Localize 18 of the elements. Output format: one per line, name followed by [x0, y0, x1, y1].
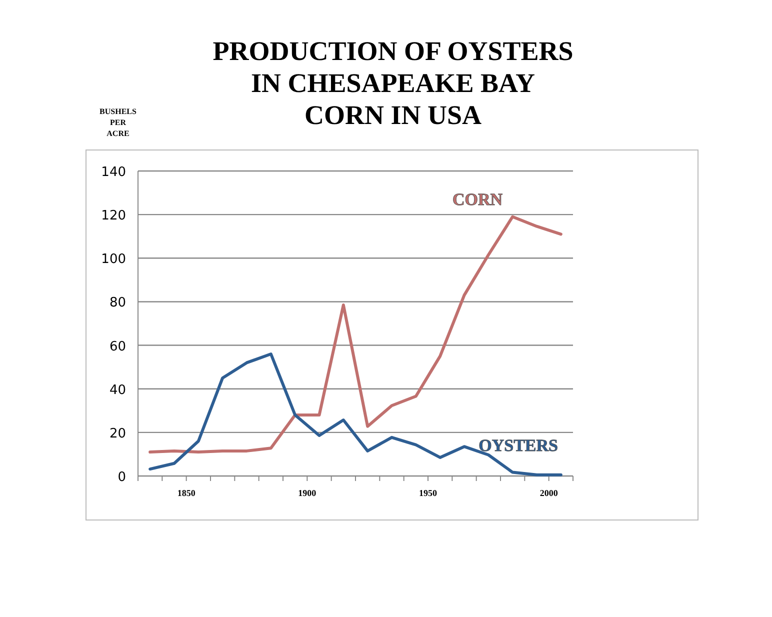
chart-title: PRODUCTION OF OYSTERS IN CHESAPEAKE BAY CORN IN USA [212, 36, 574, 130]
series-label: OYSTERS [478, 436, 558, 455]
y-tick-label: 140 [101, 165, 126, 180]
line-series [148, 352, 562, 476]
y-axis-title: BUSHELS PER ACRE [100, 107, 138, 138]
line-series [148, 215, 562, 454]
x-tick-label: 2000 [540, 488, 558, 498]
y-tick-label: 0 [118, 470, 126, 485]
y-tick-label: 120 [101, 208, 126, 224]
x-tick-label: 1900 [298, 488, 317, 498]
y-tick-label: 20 [109, 426, 126, 442]
y-tick-label: 100 [101, 252, 126, 268]
y-tick-label: 80 [109, 296, 126, 311]
x-tick-label: 1950 [419, 488, 438, 498]
y-tick-label: 40 [109, 382, 126, 398]
x-tick-label: 1850 [177, 488, 196, 498]
series-label: CORN [452, 190, 504, 209]
y-tick-label: 60 [109, 339, 126, 354]
